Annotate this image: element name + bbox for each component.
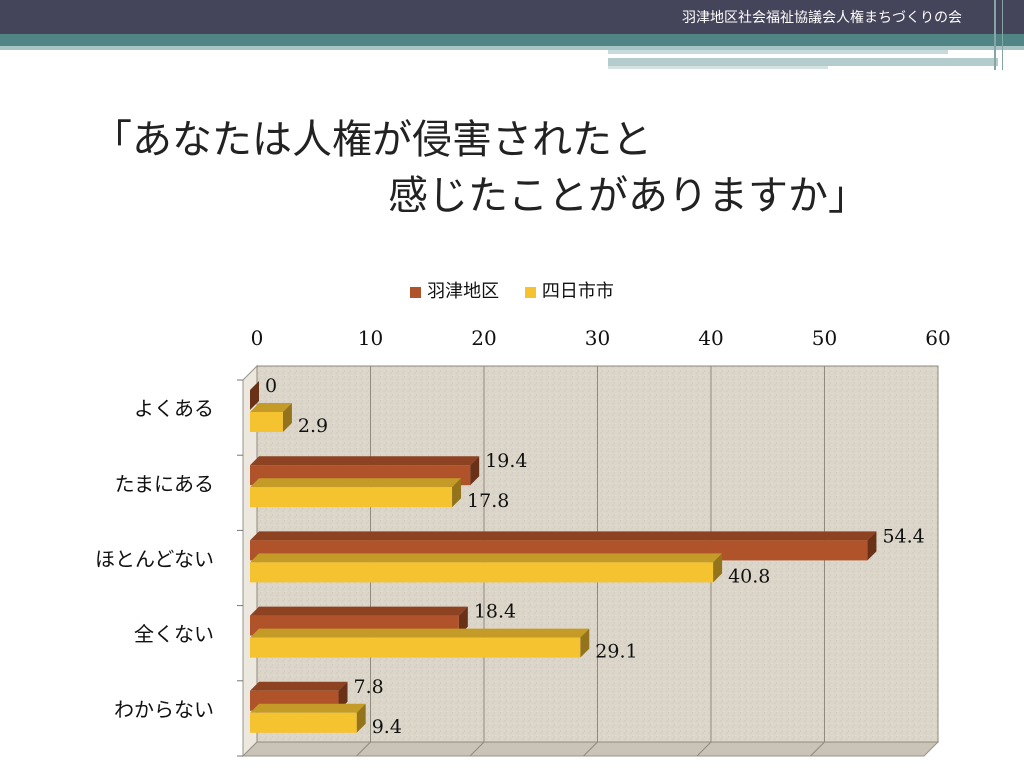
data-label: 2.9 <box>298 415 328 437</box>
legend-label-series2: 四日市市 <box>541 281 614 302</box>
data-label: 17.8 <box>467 490 509 512</box>
x-tick-label: 60 <box>925 326 950 350</box>
x-tick-label: 30 <box>585 326 610 350</box>
category-label: たまにある <box>115 472 214 496</box>
bar-top-face <box>250 478 462 488</box>
bar-end-face <box>452 478 462 508</box>
legend-swatch-series1 <box>410 286 422 298</box>
gridline-floor <box>696 741 712 757</box>
x-tick-label: 40 <box>698 326 723 350</box>
gridline-floor <box>356 741 371 757</box>
header-stripe-right-2 <box>608 58 998 66</box>
header-stripe-right-3 <box>608 66 828 69</box>
legend-swatch-series2 <box>524 286 536 298</box>
gridline-floor <box>469 741 485 757</box>
category-label: ほとんどない <box>95 547 214 571</box>
data-label: 40.8 <box>728 565 770 587</box>
bar-end-face <box>713 553 723 583</box>
data-label: 18.4 <box>474 601 516 623</box>
slide-title-line1: 「あなたは人権が侵害されたと <box>92 117 652 163</box>
data-label: 29.1 <box>595 641 637 663</box>
bar-end-face <box>867 531 877 561</box>
legend-item-series1: 羽津地区 <box>410 277 499 303</box>
x-tick-label: 0 <box>251 326 264 350</box>
x-tick-label: 20 <box>471 326 496 350</box>
category-label: よくある <box>134 397 214 421</box>
header-title: 羽津地区社会福祉協議会人権まちづくりの会 <box>682 10 962 26</box>
bar-top-face <box>250 606 468 616</box>
header-stripe-right-1 <box>608 50 948 54</box>
bar-top-face <box>250 703 366 713</box>
chart-legend: 羽津地区 四日市市 <box>0 277 1024 303</box>
header-stripe-light <box>0 46 1024 50</box>
header-divider-2 <box>1002 0 1003 70</box>
bar-end-face <box>338 681 348 711</box>
bar-top-face <box>250 553 723 563</box>
bar-top-face <box>250 681 348 691</box>
header-bar <box>0 0 1024 34</box>
bar <box>250 412 283 432</box>
bar-end-face <box>470 456 480 486</box>
legend-item-series2: 四日市市 <box>524 277 614 303</box>
data-label: 7.8 <box>354 676 384 698</box>
bar-end-face <box>356 703 366 733</box>
bar <box>250 487 453 508</box>
bar-top-face <box>250 531 877 541</box>
slide-title-line2: 感じたことがありますか」 <box>388 173 868 219</box>
bar-top-face <box>250 403 292 412</box>
header-stripe-teal <box>0 34 1024 46</box>
x-tick-label: 10 <box>358 326 383 350</box>
category-label: 全くない <box>134 622 214 646</box>
data-label: 19.4 <box>485 450 527 472</box>
bar-end-face <box>458 606 468 636</box>
legend-label-series1: 羽津地区 <box>427 281 500 302</box>
slide-title: 「あなたは人権が侵害されたと 感じたことがありますか」 <box>92 112 972 224</box>
data-label: 9.4 <box>372 716 402 738</box>
header-divider <box>994 0 996 70</box>
bar <box>250 712 357 733</box>
gridline-floor <box>810 741 825 757</box>
bar-top-face <box>250 628 590 638</box>
category-label: わからない <box>114 697 214 721</box>
bar-top-face <box>250 456 480 466</box>
bar-end-face <box>580 628 590 658</box>
bar <box>250 562 714 583</box>
gridline-floor <box>583 741 598 757</box>
bar-end-face <box>250 381 259 410</box>
data-label: 0 <box>265 375 277 397</box>
data-label: 54.4 <box>882 525 924 547</box>
bar-end-face <box>282 403 292 432</box>
x-tick-label: 50 <box>812 326 837 350</box>
bar <box>250 637 581 658</box>
